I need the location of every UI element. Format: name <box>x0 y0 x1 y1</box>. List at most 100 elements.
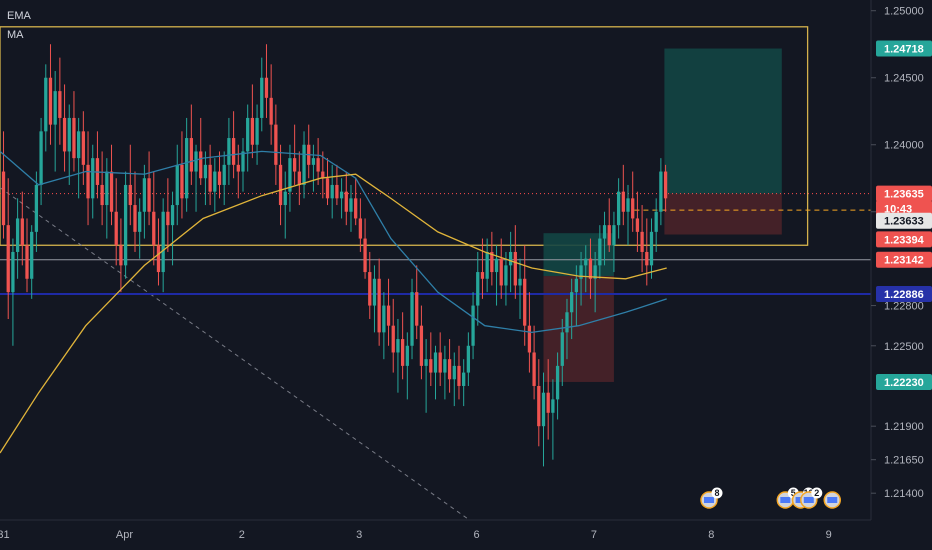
long-position-target-zone[interactable] <box>664 49 781 194</box>
candle-body <box>363 239 366 273</box>
candle-body <box>284 192 287 205</box>
ema-indicator-label[interactable]: EMA <box>7 10 31 22</box>
candle-body <box>622 192 625 212</box>
candle-body <box>223 165 226 185</box>
candle-body <box>176 165 179 205</box>
flag-emblem-icon <box>827 497 837 503</box>
candle-body <box>293 158 296 171</box>
candle-body <box>115 212 118 246</box>
candle-body <box>335 185 338 198</box>
candle-body <box>279 165 282 205</box>
price-tick-label: 1.24000 <box>884 140 924 152</box>
candle-body <box>476 272 479 306</box>
candle-body <box>180 165 183 199</box>
candle-body <box>523 279 526 326</box>
small-position-target-zone[interactable] <box>543 233 613 276</box>
candle-body <box>354 198 357 218</box>
candle-body <box>340 192 343 199</box>
time-axis-panel[interactable] <box>0 520 932 550</box>
candle-body <box>255 118 258 145</box>
candle-body <box>30 232 33 279</box>
candle-body <box>194 151 197 171</box>
candle-body <box>392 326 395 353</box>
price-tag-label: 1.22886 <box>884 289 924 301</box>
candle-body <box>448 359 451 379</box>
candle-body <box>410 292 413 346</box>
event-count-label: 2 <box>814 488 819 498</box>
candle-body <box>138 212 141 232</box>
candle-body <box>424 359 427 366</box>
candle-body <box>133 205 136 232</box>
price-tick-label: 1.25000 <box>884 6 924 18</box>
candle-body <box>25 245 28 279</box>
candle-body <box>439 352 442 372</box>
candle-body <box>241 151 244 171</box>
candle-body <box>415 292 418 326</box>
price-tick-label: 1.24500 <box>884 73 924 85</box>
candle-body <box>589 259 592 279</box>
price-tag-label: 1.23394 <box>884 234 925 246</box>
candle-body <box>166 212 169 225</box>
candle-body <box>481 272 484 279</box>
candle-body <box>218 172 221 185</box>
candle-body <box>659 172 662 212</box>
candle-body <box>382 306 385 333</box>
candle-body <box>561 332 564 366</box>
candle-body <box>68 118 71 152</box>
candle-body <box>640 232 643 252</box>
price-tag-label: 1.22230 <box>884 377 924 389</box>
candle-body <box>298 172 301 185</box>
candle-body <box>565 312 568 332</box>
candle-body <box>453 366 456 379</box>
candle-body <box>500 259 503 286</box>
candle-body <box>617 192 620 226</box>
candle-body <box>7 225 10 292</box>
time-tick-label: 31 <box>0 529 10 541</box>
candle-body <box>345 192 348 212</box>
candle-body <box>227 138 230 165</box>
candle-body <box>2 172 5 226</box>
candle-body <box>537 386 540 426</box>
ma-indicator-label[interactable]: MA <box>7 29 24 41</box>
candle-body <box>509 252 512 265</box>
price-tick-label: 1.22800 <box>884 301 924 313</box>
candle-body <box>152 212 155 246</box>
candle-body <box>54 91 57 125</box>
candle-body <box>129 185 132 205</box>
price-tick-label: 1.21400 <box>884 488 924 500</box>
candle-body <box>368 272 371 306</box>
price-tick-label: 1.21900 <box>884 421 924 433</box>
event-count-label: 8 <box>715 488 720 498</box>
candle-body <box>486 252 489 279</box>
candle-body <box>82 131 85 165</box>
candle-body <box>434 352 437 372</box>
candle-body <box>664 172 667 199</box>
candle-body <box>373 279 376 306</box>
candle-body <box>199 151 202 178</box>
candle-body <box>626 198 629 211</box>
candle-body <box>467 346 470 373</box>
flag-emblem-icon <box>804 497 814 503</box>
candle-body <box>86 165 89 199</box>
candle-body <box>44 78 47 132</box>
candle-body <box>650 232 653 266</box>
candle-body <box>608 225 611 245</box>
long-position-stop-zone[interactable] <box>664 194 781 235</box>
candle-body <box>157 245 160 272</box>
price-tag-label: 1.24718 <box>884 44 924 56</box>
candle-body <box>316 158 319 171</box>
candle-body <box>551 399 554 412</box>
candle-body <box>514 252 517 286</box>
candle-body <box>598 239 601 266</box>
candle-body <box>570 292 573 312</box>
candle-body <box>575 279 578 292</box>
candle-body <box>246 118 249 152</box>
candle-body <box>208 165 211 192</box>
candle-body <box>528 326 531 353</box>
price-tag-label: 1.23635 <box>884 189 924 201</box>
candle-body <box>387 306 390 326</box>
candle-body <box>542 393 545 427</box>
candle-body <box>39 131 42 185</box>
